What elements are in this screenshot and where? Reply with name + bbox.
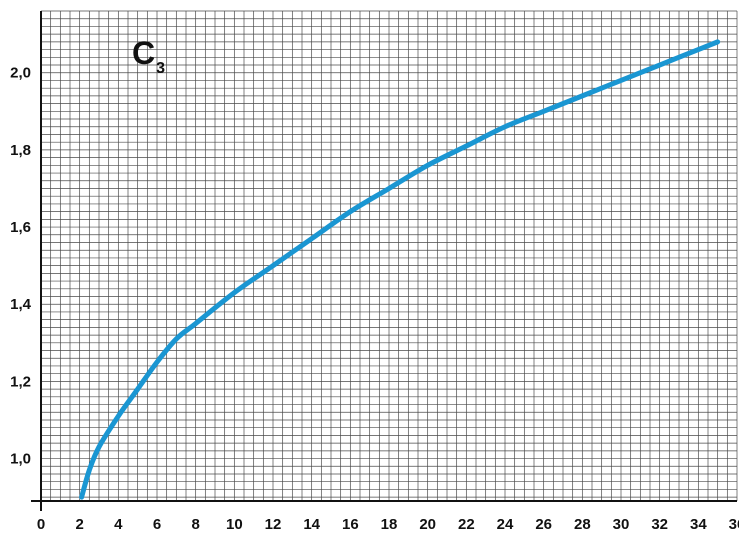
x-tick-label: 28 [574,516,591,533]
x-tick-label: 30 [613,516,630,533]
chart-title: C3 [132,35,165,77]
y-tick-label: 1,4 [10,296,32,313]
x-tick-labels: 024681012141618202224262830323436 [37,516,739,533]
x-tick-label: 8 [191,516,199,533]
chart-title-main: C [132,35,155,71]
y-tick-label: 1,8 [10,142,31,159]
y-tick-label: 2,0 [10,65,31,82]
x-tick-label: 26 [535,516,552,533]
x-tick-label: 14 [303,516,320,533]
x-tick-label: 34 [690,516,707,533]
x-tick-label: 16 [342,516,359,533]
x-tick-label: 36 [729,516,739,533]
y-tick-label: 1,2 [10,373,31,390]
y-tick-labels: 1,0 1,2 1,4 1,6 1,8 2,0 [10,65,32,468]
series-layer [79,39,721,500]
x-tick-label: 10 [226,516,243,533]
x-tick-label: 6 [153,516,161,533]
x-tick-label: 12 [265,516,282,533]
x-tick-label: 18 [381,516,398,533]
x-tick-label: 24 [497,516,514,533]
chart-title-subscript: 3 [156,60,165,77]
x-tick-label: 4 [114,516,123,533]
x-tick-label: 32 [651,516,668,533]
axes [31,11,737,511]
y-tick-label: 1,0 [10,451,31,468]
x-tick-label: 20 [419,516,436,533]
x-tick-label: 0 [37,516,45,533]
x-tick-label: 22 [458,516,475,533]
series-line [79,39,721,500]
grid [40,10,738,501]
y-tick-label: 1,6 [10,219,31,236]
x-tick-label: 2 [75,516,83,533]
